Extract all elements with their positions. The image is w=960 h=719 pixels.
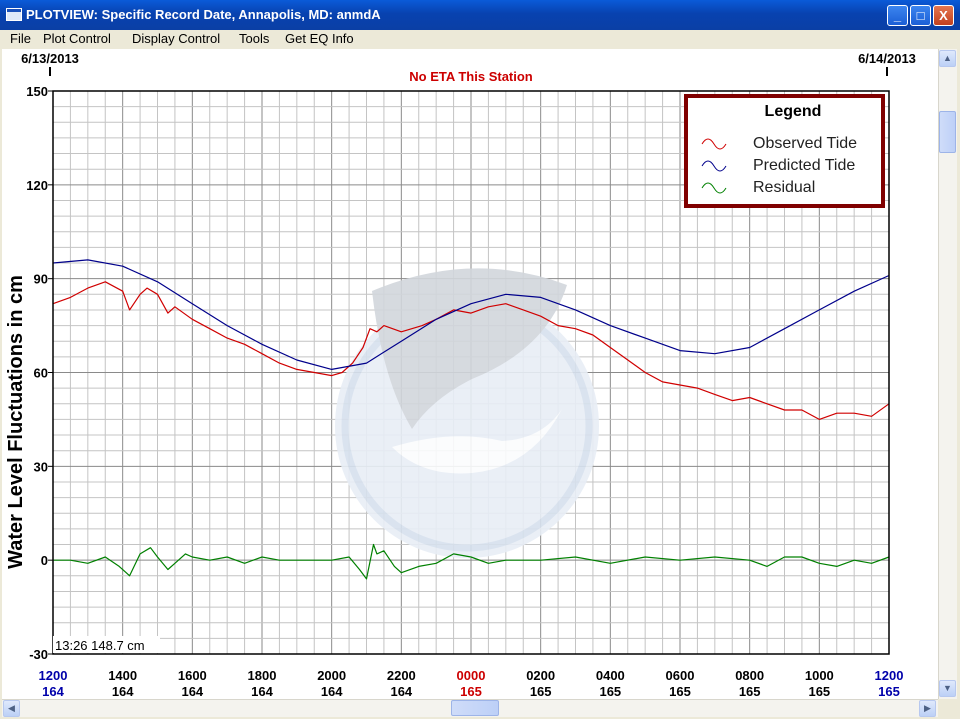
- scroll-down-button[interactable]: ▼: [939, 680, 956, 697]
- scroll-up-button[interactable]: ▲: [939, 50, 956, 67]
- menu-file[interactable]: File: [10, 31, 31, 46]
- x-tick-label: 0000: [457, 668, 486, 683]
- x-tick-sublabel: 165: [739, 684, 761, 699]
- x-tick-label: 2000: [317, 668, 346, 683]
- scroll-left-button[interactable]: ◀: [3, 700, 20, 717]
- y-axis: -30 0 30 60 90 120 150: [26, 84, 53, 662]
- legend-predicted-label: Predicted Tide: [753, 157, 855, 174]
- x-tick-sublabel: 165: [530, 684, 552, 699]
- y-tick-label: 30: [34, 459, 48, 474]
- x-tick-label: 0600: [666, 668, 695, 683]
- cursor-readout: 13:26 148.7 cm: [55, 638, 145, 653]
- app-icon: [6, 8, 22, 21]
- y-tick-label: 150: [26, 84, 48, 99]
- predicted-tide-line: [52, 259, 890, 370]
- x-tick-sublabel: 165: [808, 684, 830, 699]
- x-tick-label: 2200: [387, 668, 416, 683]
- maximize-button[interactable]: □: [910, 5, 931, 26]
- y-tick-label: 0: [41, 553, 48, 568]
- close-button[interactable]: X: [933, 5, 954, 26]
- x-tick-sublabel: 165: [460, 684, 482, 699]
- menu-tools[interactable]: Tools: [239, 31, 270, 46]
- x-tick-label: 1800: [248, 668, 277, 683]
- y-tick-label: -30: [29, 647, 48, 662]
- date-left-label: 6/13/2013: [21, 51, 79, 66]
- x-tick-sublabel: 164: [390, 684, 412, 699]
- y-axis-title: Water Level Fluctuations in cm: [5, 275, 27, 569]
- x-tick-sublabel: 164: [181, 684, 203, 699]
- legend: Legend Observed Tide Predicted Tide Resi…: [684, 94, 885, 208]
- date-right-label: 6/14/2013: [858, 51, 916, 66]
- legend-title: Legend: [765, 103, 822, 120]
- y-tick-label: 120: [26, 178, 48, 193]
- plot-frame: [52, 90, 890, 655]
- vertical-scrollbar[interactable]: ▲ ▼: [938, 49, 957, 699]
- legend-residual-swatch: [701, 182, 727, 194]
- data-series: [52, 259, 890, 580]
- observed-tide-line: [52, 281, 890, 420]
- menu-bar: File Plot Control Display Control Tools …: [0, 30, 960, 49]
- x-tick-label: 1200: [875, 668, 904, 683]
- legend-observed-swatch: [701, 138, 727, 150]
- x-axis: 1200164140016416001641800164200016422001…: [39, 668, 904, 699]
- minimize-button[interactable]: _: [887, 5, 908, 26]
- horizontal-scroll-thumb[interactable]: [451, 700, 499, 716]
- menu-display-control[interactable]: Display Control: [132, 31, 221, 46]
- vertical-scroll-thumb[interactable]: [939, 111, 956, 153]
- legend-predicted-swatch: [701, 160, 727, 172]
- window-title: PLOTVIEW: Specific Record Date, Annapoli…: [26, 7, 381, 22]
- scroll-right-button[interactable]: ▶: [919, 700, 936, 717]
- y-tick-label: 60: [34, 366, 48, 381]
- menu-get-eq-info[interactable]: Get EQ Info: [285, 31, 354, 46]
- menu-plot-control[interactable]: Plot Control: [43, 31, 111, 46]
- x-tick-sublabel: 164: [321, 684, 343, 699]
- x-tick-label: 0200: [526, 668, 555, 683]
- x-tick-label: 1400: [108, 668, 137, 683]
- eta-notice: No ETA This Station: [409, 69, 533, 84]
- horizontal-scrollbar[interactable]: ◀ ▶: [2, 699, 938, 717]
- x-tick-label: 0800: [735, 668, 764, 683]
- x-tick-sublabel: 165: [878, 684, 900, 699]
- x-tick-sublabel: 164: [251, 684, 273, 699]
- plot-area[interactable]: -30 0 30 60 90 120 150 1200 164 1400 164 1600 164 18…: [2, 49, 938, 699]
- x-tick-label: 0400: [596, 668, 625, 683]
- x-tick-sublabel: 165: [599, 684, 621, 699]
- x-tick-sublabel: 164: [112, 684, 134, 699]
- title-bar: PLOTVIEW: Specific Record Date, Annapoli…: [0, 0, 960, 30]
- residual-line: [53, 543, 890, 580]
- x-tick-sublabel: 164: [42, 684, 64, 699]
- x-tick-label: 1200: [39, 668, 68, 683]
- legend-residual-label: Residual: [753, 179, 815, 196]
- legend-observed-label: Observed Tide: [753, 135, 857, 152]
- x-tick-label: 1000: [805, 668, 834, 683]
- y-tick-label: 90: [34, 272, 48, 287]
- x-tick-sublabel: 165: [669, 684, 691, 699]
- x-tick-label: 1600: [178, 668, 207, 683]
- cursor-readout-box: [53, 636, 160, 653]
